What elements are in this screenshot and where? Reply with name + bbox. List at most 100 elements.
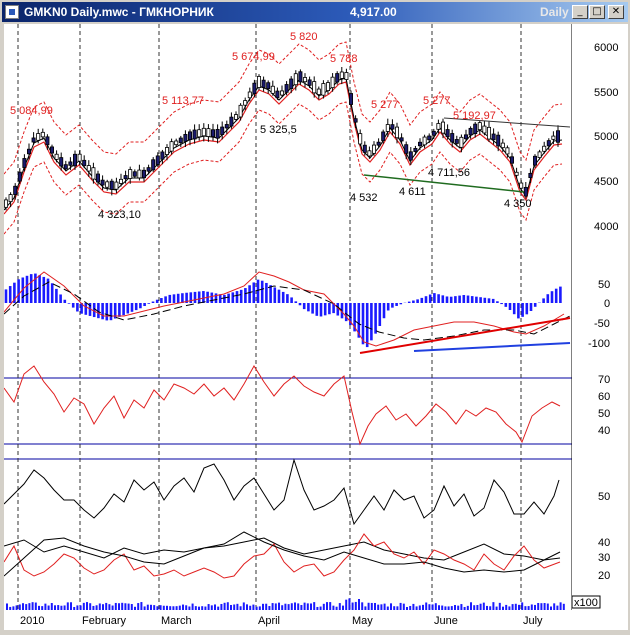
candle-body [368,151,371,156]
histogram-bar [542,298,545,303]
candle-body [64,165,67,169]
volume-bar [278,603,280,610]
candle-body [230,117,233,126]
axis-tick: 6000 [594,42,618,54]
histogram-bar [416,299,419,303]
histogram-bar [190,292,193,303]
volume-bar [371,603,373,610]
candle-body [520,183,523,188]
candle-body [414,148,417,151]
histogram-bar [421,298,424,303]
histogram-bar [64,300,67,303]
histogram-bar [156,300,159,303]
candle-body [423,137,426,145]
volume-bar [355,602,357,610]
histogram-bar [370,303,373,340]
candle-body [239,105,242,117]
histogram-bar [437,294,440,303]
candle-body [50,147,53,153]
candle-body [188,132,191,140]
candle-body [9,195,12,202]
histogram-bar [463,295,466,303]
candle-body [515,172,518,175]
candle-body [432,131,435,135]
volume-bar [70,602,72,610]
candle-body [101,180,104,185]
candle-body [451,133,454,142]
histogram-bar [26,276,29,303]
histogram-bar [253,282,256,303]
volume-bar [553,603,555,610]
volume-bar [339,603,341,610]
histogram-bar [38,275,41,303]
period-label: Daily [540,5,569,19]
histogram-bar [295,301,298,303]
minimize-button[interactable]: _ [572,5,588,19]
histogram-bar [530,303,533,311]
macd-signal-red [4,272,564,346]
candle-body [32,138,35,142]
histogram-bar [496,301,499,303]
volume-bar [86,602,88,610]
volume-bar [297,603,299,610]
histogram-bar [177,294,180,303]
histogram-bar [143,303,146,306]
maximize-button[interactable]: □ [589,5,605,19]
volume-bar [361,602,363,610]
chart-plot-area[interactable]: 5 084,99 5 113,77 5 674,99 5 820 5 788 5… [4,24,572,610]
macd-lines [4,272,570,346]
date-label: March [161,615,192,627]
histogram-bar [374,303,377,334]
axis-tick: 30 [598,552,610,564]
histogram-bar [509,303,512,310]
candle-body [391,125,394,130]
volume-bar [121,603,123,610]
volume-bar [67,602,69,610]
volume-bar [499,603,501,610]
histogram-bar [492,299,495,303]
histogram-bar [446,296,449,303]
candle-body [92,168,95,179]
axis-tick: -100 [588,338,610,350]
candle-body [437,123,440,129]
axis-tick: 50 [598,408,610,420]
volume-multiplier: x100 [574,597,598,609]
histogram-bar [454,296,457,303]
histogram-bar [290,297,293,303]
histogram-bar [479,297,482,303]
macd-histogram [5,274,562,348]
candle-body [198,130,201,137]
chart-canvas[interactable]: 5 084,99 5 113,77 5 674,99 5 820 5 788 5… [4,24,628,632]
histogram-bar [299,303,302,305]
axis-tick: 40 [598,425,610,437]
histogram-bar [458,296,461,303]
axis-tick: 70 [598,374,610,386]
annotation: 5 192,97 [453,110,496,122]
candle-body [124,176,127,179]
title-bar[interactable]: GMKN0 Daily.mwc - ГМКНОРНИК 4,917.00 Dai… [2,2,628,22]
candle-body [359,134,362,144]
histogram-bar [513,303,516,314]
close-button[interactable]: ✕ [608,5,624,19]
candle-body [46,137,49,145]
candle-body [27,149,30,154]
candle-body [106,182,109,187]
volume-bar [326,602,328,610]
date-label: 2010 [20,615,44,627]
volume-bar [124,603,126,610]
ma-red-line [4,82,562,214]
candle-body [225,124,228,127]
date-label: July [523,615,543,627]
candle-body [253,83,256,93]
histogram-bar [148,303,151,304]
histogram-bar [101,303,104,319]
histogram-bar [395,303,398,306]
histogram-bar [467,296,470,303]
price-axis: 6000 5500 5000 4500 4000 50 0 -50 -100 7… [572,24,628,610]
histogram-bar [51,283,54,303]
annotation: 5 277 [371,99,399,111]
histogram-bar [59,294,62,303]
annotation: 5 084,99 [10,105,53,117]
histogram-bar [555,289,558,303]
candle-body [138,170,141,178]
